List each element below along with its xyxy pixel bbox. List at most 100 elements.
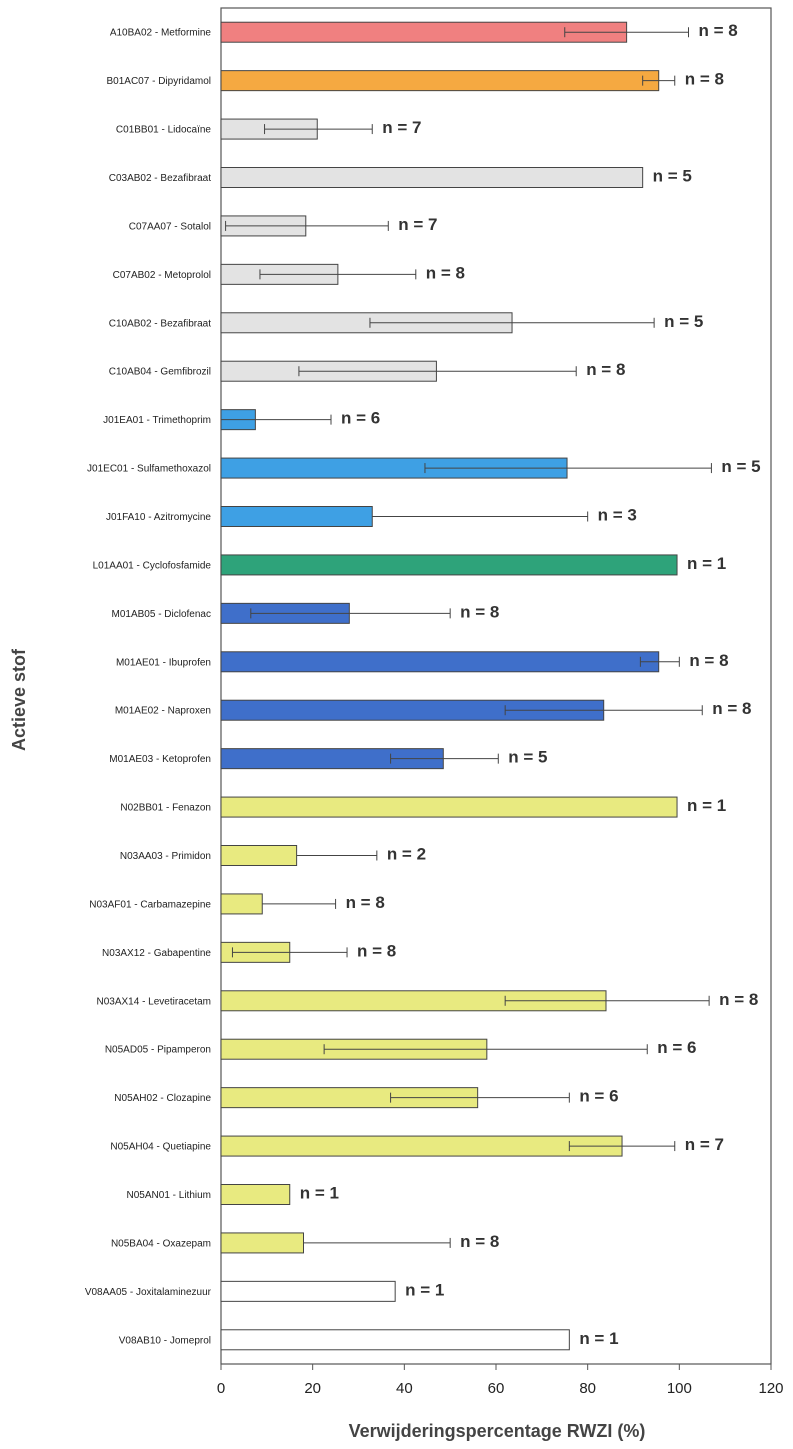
bar-n03aa03-primidon [220, 845, 298, 866]
sample-size-label: n = 8 [426, 263, 465, 282]
bar-n05ba04-oxazepam [220, 1232, 304, 1254]
sample-size-label: n = 8 [357, 941, 396, 960]
category-label: M01AE02 - Naproxen [115, 706, 211, 717]
category-label: N05BA04 - Oxazepam [111, 1238, 211, 1249]
sample-size-label: n = 8 [685, 70, 724, 89]
category-label: L01AA01 - Cyclofosfamide [93, 560, 212, 571]
category-label: V08AA05 - Joxitalaminezuur [85, 1287, 212, 1298]
sample-size-label: n = 1 [300, 1184, 339, 1203]
sample-size-label: n = 2 [387, 845, 426, 864]
category-label: C10AB02 - Bezafibraat [109, 318, 212, 329]
bar-v08aa05-joxitalaminezuur [220, 1280, 396, 1302]
sample-size-label: n = 6 [341, 409, 380, 428]
sample-size-label: n = 7 [685, 1135, 724, 1154]
category-label: N05AN01 - Lithium [127, 1190, 211, 1201]
error-bar-n03ax14-levetiracetam [504, 995, 710, 1006]
category-label: M01AE01 - Ibuprofen [116, 657, 211, 668]
error-bar-c07ab02-metoprolol [259, 269, 417, 280]
sample-size-label: n = 5 [721, 457, 760, 476]
x-tick-label: 60 [488, 1380, 505, 1397]
x-axis-title: Verwijderingspercentage RWZI (%) [349, 1421, 646, 1441]
category-label: V08AB10 - Jomeprol [119, 1335, 211, 1346]
sample-size-label: n = 8 [712, 699, 751, 718]
category-label: N03AX12 - Gabapentine [102, 948, 211, 959]
error-bar-m01ae01-ibuprofen [639, 656, 680, 667]
sample-size-label: n = 6 [579, 1087, 618, 1106]
sample-size-label: n = 6 [657, 1038, 696, 1057]
category-label: A10BA02 - Metformine [110, 28, 212, 39]
sample-size-label: n = 1 [405, 1280, 444, 1299]
sample-size-label: n = 8 [586, 360, 625, 379]
sample-size-label: n = 5 [508, 748, 547, 767]
x-axis: 0 20 40 60 80 100 120 [217, 1364, 784, 1397]
category-label: N05AD05 - Pipamperon [105, 1045, 211, 1056]
sample-size-label: n = 8 [699, 21, 738, 40]
x-tick-label: 40 [396, 1380, 413, 1397]
error-bar-m01ae03-ketoprofen [390, 753, 499, 764]
category-label: N05AH04 - Quetiapine [110, 1142, 211, 1153]
bar-m01ae01-ibuprofen [220, 651, 660, 673]
sample-size-label: n = 8 [460, 602, 499, 621]
category-label: C01BB01 - Lidocaïne [116, 125, 212, 136]
sample-size-label: n = 5 [664, 312, 703, 331]
error-bar-c07aa07-sotalol [225, 220, 389, 231]
error-bar-j01fa10-azitromycine [372, 511, 589, 522]
category-label: M01AB05 - Diclofenac [112, 609, 212, 620]
bar-n05an01-lithium [220, 1184, 291, 1205]
category-label: M01AE03 - Ketoprofen [109, 754, 211, 765]
category-labels: A10BA02 - Metformine B01AC07 - Dipyridamo… [85, 28, 212, 1347]
error-bar-m01ae02-naproxen [504, 705, 703, 716]
sample-size-label: n = 5 [653, 167, 692, 186]
error-bar-n03ax12-gabapentine [231, 947, 348, 958]
category-label: N02BB01 - Fenazon [120, 803, 211, 814]
category-label: N03AF01 - Carbamazepine [89, 899, 211, 910]
error-bar-n05ah04-quetiapine [568, 1141, 676, 1152]
error-bar-n05ah02-clozapine [390, 1092, 570, 1103]
sample-size-label: n = 1 [687, 796, 726, 815]
category-label: N05AH02 - Clozapine [114, 1093, 211, 1104]
y-axis-title: Actieve stof [9, 648, 29, 751]
plot-frame [220, 7, 772, 1365]
x-tick-label: 80 [579, 1380, 596, 1397]
error-bar-n03aa03-primidon [296, 850, 378, 861]
bar-n03af01-carbamazepine [220, 893, 263, 915]
bar-c03ab02-bezafibraat [220, 167, 644, 188]
error-bar-b01ac07-dipyridamol [642, 75, 676, 86]
x-tick-label: 0 [217, 1380, 225, 1397]
category-label: C03AB02 - Bezafibraat [109, 173, 212, 184]
error-bar-c10ab04-gemfibrozil [298, 366, 577, 377]
bar-n02bb01-fenazon [220, 796, 678, 818]
sample-size-label: n = 8 [460, 1232, 499, 1251]
error-bar-c10ab02-bezafibraat [369, 317, 655, 328]
category-label: J01EA01 - Trimethoprim [103, 415, 211, 426]
bar-b01ac07-dipyridamol [220, 70, 660, 92]
x-tick-label: 20 [304, 1380, 321, 1397]
sample-size-label: n = 3 [598, 506, 637, 525]
sample-size-label: n = 7 [382, 118, 421, 137]
sample-size-label: n = 1 [687, 554, 726, 573]
error-bar-n05ba04-oxazepam [303, 1237, 451, 1248]
error-bar-m01ab05-diclofenac [250, 608, 451, 619]
sample-size-label: n = 1 [579, 1329, 618, 1348]
category-label: J01EC01 - Sulfamethoxazol [87, 464, 211, 475]
category-label: N03AA03 - Primidon [120, 851, 211, 862]
bar-l01aa01-cyclofosfamide [220, 554, 678, 576]
category-label: N03AX14 - Levetiracetam [96, 996, 211, 1007]
x-tick-label: 120 [758, 1380, 783, 1397]
category-label: C07AB02 - Metoprolol [113, 270, 211, 281]
category-label: C07AA07 - Sotalol [129, 221, 211, 232]
sample-size-label: n = 7 [398, 215, 437, 234]
category-label: C10AB04 - Gemfibrozil [109, 367, 211, 378]
error-bar-c01bb01-lidoca-ne [264, 124, 373, 135]
bar-n05ah04-quetiapine [220, 1135, 623, 1157]
error-bar-j01ea01-trimethoprim [220, 414, 332, 425]
bar-v08ab10-jomeprol [220, 1329, 570, 1351]
error-bar-j01ec01-sulfamethoxazol [424, 463, 712, 474]
plot-area [220, 7, 772, 1365]
sample-size-label: n = 8 [719, 990, 758, 1009]
sample-size-label: n = 8 [689, 651, 728, 670]
error-bar-a10ba02-metformine [564, 27, 689, 38]
error-bar-n03af01-carbamazepine [262, 898, 337, 909]
sample-size-label: n = 8 [346, 893, 385, 912]
